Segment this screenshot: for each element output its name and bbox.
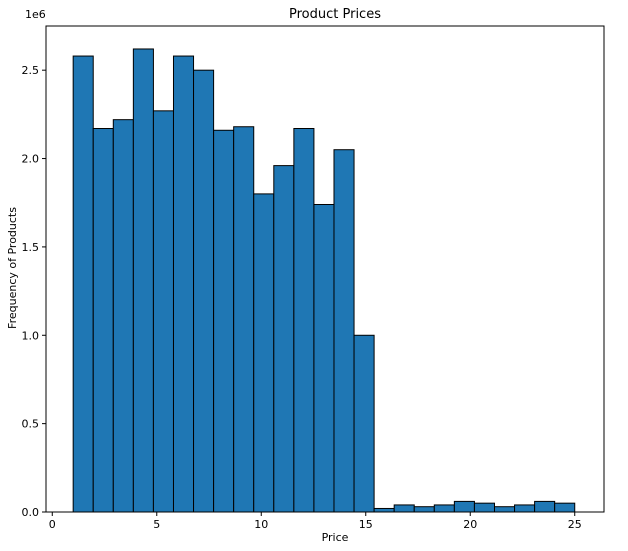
histogram-bar bbox=[293, 128, 315, 513]
y-tick-label: 1.0 bbox=[22, 329, 40, 342]
chart-title: Product Prices bbox=[289, 7, 381, 22]
histogram-bar bbox=[373, 507, 395, 513]
histogram-bar bbox=[132, 48, 154, 513]
histogram-bar bbox=[213, 129, 235, 513]
histogram-bar bbox=[514, 504, 536, 513]
histogram-bar bbox=[393, 504, 415, 513]
x-tick-label: 15 bbox=[359, 518, 373, 531]
histogram-bar bbox=[413, 506, 435, 513]
plot-frame bbox=[45, 25, 605, 513]
histogram-bar bbox=[233, 126, 255, 513]
x-tick-label: 25 bbox=[568, 518, 582, 531]
y-tick-label: 2.5 bbox=[22, 64, 40, 77]
histogram-bar bbox=[333, 149, 355, 513]
histogram-bar bbox=[313, 203, 335, 513]
histogram-bar bbox=[112, 119, 134, 513]
histogram-bar bbox=[473, 502, 495, 513]
histogram-bar bbox=[453, 500, 475, 513]
histogram-bar bbox=[172, 55, 195, 513]
histogram-bar bbox=[554, 502, 576, 513]
histogram-bar bbox=[273, 165, 295, 513]
histogram-bar bbox=[433, 504, 455, 513]
histogram-bar bbox=[152, 110, 174, 513]
x-tick-label: 5 bbox=[153, 518, 160, 531]
histogram-bar bbox=[92, 128, 114, 513]
y-axis-label: Frequency of Products bbox=[6, 207, 19, 329]
histogram-bar bbox=[353, 334, 375, 513]
bars-group bbox=[72, 48, 576, 513]
histogram-bar bbox=[253, 193, 275, 513]
y-tick-label: 0.0 bbox=[22, 506, 40, 519]
histogram-bar bbox=[72, 55, 94, 513]
x-tick-label: 10 bbox=[254, 518, 268, 531]
y-tick-label: 0.5 bbox=[22, 418, 40, 431]
x-tick-label: 20 bbox=[463, 518, 477, 531]
histogram-bar bbox=[493, 506, 516, 513]
y-axis-ticks: 0.0 0.5 1.0 1.5 2.0 2.5 bbox=[22, 64, 46, 519]
x-tick-label: 0 bbox=[49, 518, 56, 531]
y-tick-label: 1.5 bbox=[22, 241, 40, 254]
x-axis-label: Price bbox=[322, 531, 349, 544]
y-axis-multiplier: 1e6 bbox=[25, 8, 46, 21]
x-axis-ticks: 0 5 10 15 20 25 bbox=[49, 512, 582, 531]
y-tick-label: 2.0 bbox=[22, 153, 40, 166]
histogram-bar bbox=[534, 500, 556, 513]
histogram-bar bbox=[193, 69, 215, 513]
